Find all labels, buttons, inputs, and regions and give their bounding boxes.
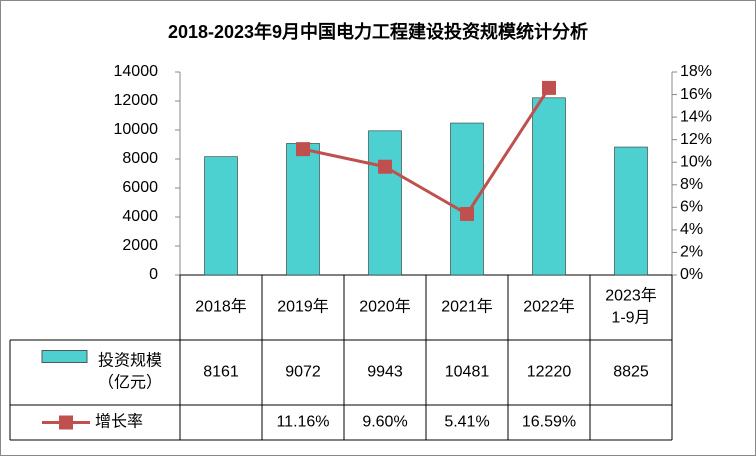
table-value: 9.60%	[362, 414, 407, 431]
y-tick-label: 2000	[122, 237, 158, 254]
table-value: 16.59%	[522, 414, 576, 431]
y2-tick-label: 8%	[680, 176, 703, 193]
marker	[542, 80, 556, 95]
y2-tick-label: 0%	[680, 266, 703, 283]
y-tick-label: 8000	[122, 150, 158, 167]
y-tick-label: 10000	[114, 121, 159, 138]
y-tick-label: 4000	[122, 208, 158, 225]
x-tick-label: 2023年 1-9月	[605, 287, 657, 327]
y2-tick-label: 2%	[680, 244, 703, 261]
marker	[460, 206, 474, 221]
y-tick-label: 6000	[122, 179, 158, 196]
marker	[378, 159, 392, 174]
bar	[368, 130, 402, 276]
y-tick-label: 14000	[114, 63, 159, 80]
line	[302, 87, 551, 216]
bar	[286, 143, 320, 276]
table-value: 10481	[445, 364, 490, 381]
table-value: 9072	[285, 364, 321, 381]
y-tick-label: 12000	[114, 92, 159, 109]
x-tick-label: 2020年	[359, 298, 411, 316]
x-tick-label: 2022年	[523, 298, 575, 316]
y2-tick-label: 6%	[680, 199, 703, 216]
table-value: 8161	[203, 364, 239, 381]
y2-tick-label: 10%	[680, 153, 712, 170]
table-value: 5.41%	[444, 414, 489, 431]
table-value: 11.16%	[276, 414, 329, 431]
x-tick-label: 2021年	[441, 298, 493, 316]
table-value: 12220	[527, 364, 572, 381]
x-tick-label: 2018年	[195, 298, 247, 316]
marker	[296, 142, 310, 157]
y2-tick-label: 16%	[680, 86, 712, 103]
legend-marker	[59, 415, 73, 430]
chart-title: 2018-2023年9月中国电力工程建设投资规模统计分析	[168, 21, 588, 42]
y-tick-label: 0	[149, 266, 158, 283]
legend-label: 投资规模（亿元）	[98, 352, 162, 392]
x-tick-label: 2019年	[277, 298, 329, 316]
bar	[614, 146, 648, 276]
bar	[532, 97, 566, 276]
bar	[204, 156, 238, 276]
y2-tick-label: 12%	[680, 131, 712, 148]
bar	[450, 122, 484, 276]
table-value: 9943	[367, 364, 403, 381]
y2-tick-label: 18%	[680, 63, 712, 80]
legend-label: 增长率	[95, 413, 143, 431]
y2-tick-label: 4%	[680, 221, 703, 238]
table-value: 8825	[613, 364, 649, 381]
y2-tick-label: 14%	[680, 108, 712, 125]
legend-swatch	[41, 350, 88, 363]
